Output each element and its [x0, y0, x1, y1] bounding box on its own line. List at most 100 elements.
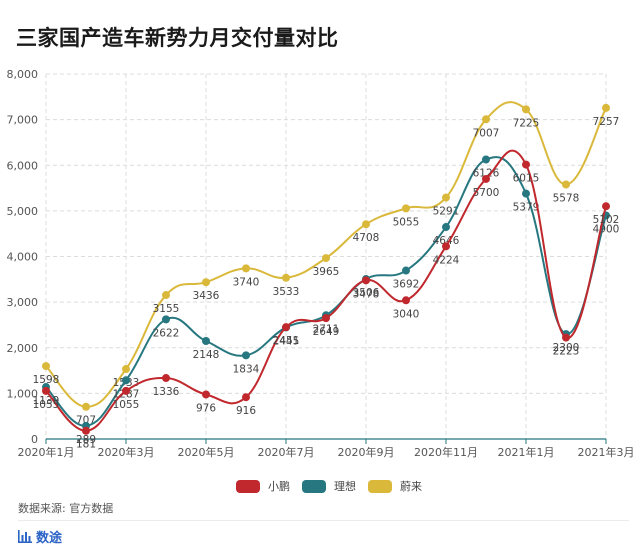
data-point[interactable]: [162, 315, 170, 324]
data-point[interactable]: [562, 333, 570, 342]
legend-item-xpeng[interactable]: 小鹏: [236, 478, 290, 494]
legend-swatch-li: [302, 479, 326, 493]
data-point[interactable]: [122, 376, 130, 385]
data-source: 数据来源: 官方数据: [18, 502, 114, 515]
data-point[interactable]: [602, 103, 610, 112]
data-point[interactable]: [242, 264, 250, 273]
data-point[interactable]: [362, 220, 370, 229]
data-point[interactable]: [282, 323, 290, 332]
data-point[interactable]: [202, 390, 210, 399]
data-point[interactable]: [522, 105, 530, 114]
data-point[interactable]: [522, 160, 530, 169]
y-tick-label: 2,000: [7, 342, 39, 355]
data-label: 289: [76, 434, 96, 446]
brand-link[interactable]: 数途: [18, 527, 62, 546]
data-point[interactable]: [602, 202, 610, 211]
series-小鹏: 1055 181 1055 1336 976 916 2451 2649 3478 3040 422…: [33, 149, 620, 451]
data-point[interactable]: [442, 242, 450, 251]
data-label: 3478: [353, 288, 380, 300]
data-label: 2622: [153, 327, 180, 339]
data-label: 916: [236, 405, 256, 417]
data-point[interactable]: [402, 204, 410, 213]
data-point[interactable]: [242, 393, 250, 402]
bar-chart-icon: [18, 530, 32, 543]
data-point[interactable]: [482, 174, 490, 183]
data-point[interactable]: [202, 336, 210, 345]
data-point[interactable]: [562, 180, 570, 189]
data-point[interactable]: [122, 386, 130, 395]
data-label: 5700: [473, 187, 500, 199]
x-tick-label: 2020年9月: [338, 445, 395, 459]
y-tick-label: 7,000: [7, 114, 39, 127]
data-point[interactable]: [322, 254, 330, 263]
legend-label-li: 理想: [334, 480, 356, 493]
data-label: 5578: [553, 193, 580, 205]
x-tick-label: 2020年1月: [18, 445, 75, 459]
data-label: 1336: [153, 386, 180, 398]
data-point[interactable]: [162, 374, 170, 383]
data-point[interactable]: [282, 273, 290, 282]
legend-swatch-nio: [368, 479, 392, 493]
data-label: 2711: [313, 323, 340, 335]
data-point[interactable]: [202, 278, 210, 287]
data-point[interactable]: [522, 189, 530, 198]
data-label: 3155: [153, 303, 180, 315]
data-label: 2445: [273, 335, 300, 347]
y-tick-label: 5,000: [7, 205, 39, 218]
divider: [18, 520, 629, 521]
x-tick-label: 2020年7月: [258, 445, 315, 459]
data-point[interactable]: [482, 115, 490, 124]
data-label: 2148: [193, 349, 220, 361]
data-label: 7007: [473, 127, 500, 139]
y-tick-label: 8,000: [7, 68, 39, 81]
data-label: 1598: [33, 374, 60, 386]
data-point[interactable]: [82, 402, 90, 411]
data-label: 6015: [513, 173, 540, 185]
y-tick-label: 4,000: [7, 251, 39, 264]
data-point[interactable]: [442, 193, 450, 202]
data-label: 1834: [233, 363, 260, 375]
y-tick-label: 1,000: [7, 387, 39, 400]
data-label: 976: [196, 402, 216, 414]
data-label: 3965: [313, 266, 340, 278]
data-point[interactable]: [362, 276, 370, 285]
x-tick-label: 2020年3月: [98, 445, 155, 459]
legend-item-li[interactable]: 理想: [302, 478, 356, 494]
data-label: 1055: [33, 399, 60, 411]
data-label: 4708: [353, 232, 380, 244]
legend-label-xpeng: 小鹏: [268, 480, 290, 493]
data-label: 4224: [433, 254, 460, 266]
y-tick-label: 3,000: [7, 296, 39, 309]
data-point[interactable]: [162, 291, 170, 300]
x-tick-label: 2020年11月: [414, 445, 478, 459]
data-label: 7257: [593, 116, 620, 128]
data-label: 3506: [353, 287, 380, 299]
data-point[interactable]: [482, 155, 490, 164]
data-point[interactable]: [42, 362, 50, 371]
y-tick-label: 6,000: [7, 159, 39, 172]
data-label: 5102: [593, 214, 620, 226]
data-point[interactable]: [122, 365, 130, 374]
data-label: 5055: [393, 216, 420, 228]
data-label: 7225: [513, 117, 540, 129]
data-point[interactable]: [402, 266, 410, 275]
legend-item-nio[interactable]: 蔚来: [368, 478, 422, 494]
data-label: 3740: [233, 276, 260, 288]
data-point[interactable]: [322, 314, 330, 323]
data-point[interactable]: [82, 426, 90, 435]
data-point[interactable]: [242, 351, 250, 360]
data-label: 2300: [553, 342, 580, 354]
brand-name: 数途: [36, 531, 63, 546]
line-chart: 0 1,000 2,000 3,000 4,000 5,000 6,000 7,000 8,00…: [7, 68, 635, 459]
data-label: 2451: [273, 335, 300, 347]
data-point[interactable]: [402, 296, 410, 305]
data-label: 181: [76, 439, 96, 451]
legend-label-nio: 蔚来: [400, 480, 422, 493]
data-point[interactable]: [442, 223, 450, 232]
data-label: 2223: [553, 346, 580, 358]
data-label: 4646: [433, 235, 460, 247]
series-蔚来: 1598707153331553436374035333965470850555…: [33, 101, 620, 427]
data-label: 1055: [113, 399, 140, 411]
legend-swatch-xpeng: [236, 479, 260, 493]
data-point[interactable]: [42, 386, 50, 395]
